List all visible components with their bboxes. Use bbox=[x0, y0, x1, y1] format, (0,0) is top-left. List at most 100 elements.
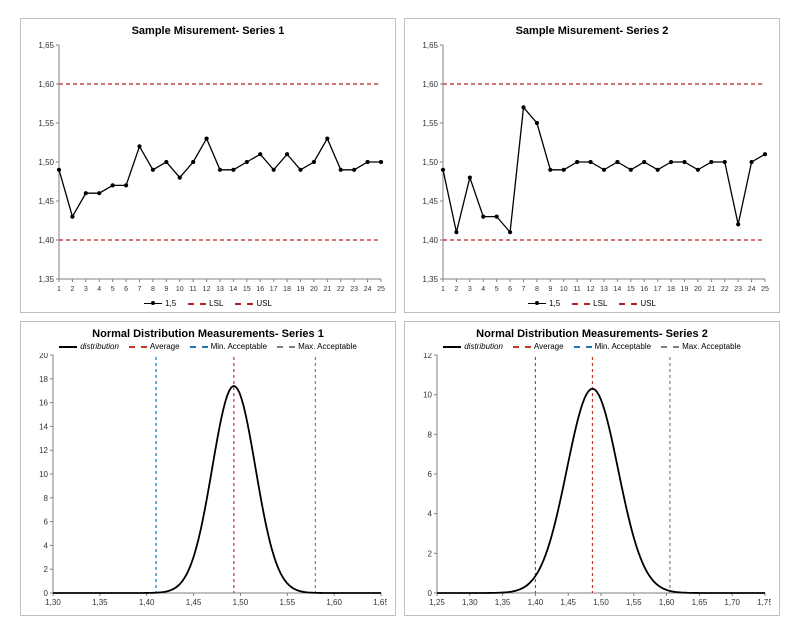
legend-swatch bbox=[513, 346, 531, 348]
legend-swatch bbox=[574, 346, 592, 348]
legend-swatch bbox=[619, 303, 637, 305]
svg-text:4: 4 bbox=[44, 541, 49, 550]
legend-s1: 1,5LSLUSL bbox=[29, 299, 387, 308]
svg-text:14: 14 bbox=[230, 286, 238, 293]
svg-text:16: 16 bbox=[256, 286, 264, 293]
svg-text:10: 10 bbox=[560, 286, 568, 293]
legend-swatch bbox=[235, 303, 253, 305]
svg-text:24: 24 bbox=[364, 286, 372, 293]
panel-series2-distribution: Normal Distribution Measurements- Series… bbox=[404, 321, 780, 616]
svg-text:0: 0 bbox=[44, 589, 49, 598]
legend-label: 1,5 bbox=[549, 299, 560, 308]
svg-text:1,40: 1,40 bbox=[139, 598, 155, 607]
svg-text:1,45: 1,45 bbox=[560, 598, 576, 607]
svg-text:25: 25 bbox=[761, 286, 769, 293]
legend-swatch bbox=[661, 346, 679, 348]
svg-text:1,35: 1,35 bbox=[495, 598, 511, 607]
svg-text:1,25: 1,25 bbox=[429, 598, 445, 607]
legend-label: Min. Acceptable bbox=[595, 342, 651, 351]
legend-swatch bbox=[443, 346, 461, 348]
svg-text:1,40: 1,40 bbox=[38, 236, 54, 245]
svg-text:1,45: 1,45 bbox=[38, 197, 54, 206]
svg-text:21: 21 bbox=[707, 286, 715, 293]
svg-text:1,55: 1,55 bbox=[422, 119, 438, 128]
panel-series1-samples: Sample Misurement- Series 1 1,351,401,45… bbox=[20, 18, 396, 313]
svg-text:19: 19 bbox=[681, 286, 689, 293]
svg-text:6: 6 bbox=[508, 286, 512, 293]
legend-item: Max. Acceptable bbox=[661, 342, 741, 351]
svg-text:3: 3 bbox=[84, 286, 88, 293]
svg-text:1: 1 bbox=[57, 286, 61, 293]
legend-swatch bbox=[528, 303, 546, 304]
svg-text:1,50: 1,50 bbox=[233, 598, 249, 607]
svg-text:2: 2 bbox=[454, 286, 458, 293]
svg-text:1,50: 1,50 bbox=[38, 158, 54, 167]
svg-text:5: 5 bbox=[495, 286, 499, 293]
svg-text:1,65: 1,65 bbox=[373, 598, 387, 607]
svg-text:7: 7 bbox=[522, 286, 526, 293]
panel-series1-distribution: Normal Distribution Measurements- Series… bbox=[20, 321, 396, 616]
legend-item: distribution bbox=[443, 342, 503, 351]
svg-text:4: 4 bbox=[97, 286, 101, 293]
svg-text:10: 10 bbox=[423, 391, 432, 400]
svg-text:15: 15 bbox=[627, 286, 635, 293]
chart-grid: Sample Misurement- Series 1 1,35 1,40 1,45… bbox=[0, 0, 800, 634]
svg-text:10: 10 bbox=[176, 286, 184, 293]
legend-swatch bbox=[144, 303, 162, 304]
chart-canvas-s2: 1,351,401,451,501,551,601,65123456789101… bbox=[413, 41, 771, 297]
svg-text:1,75: 1,75 bbox=[757, 598, 771, 607]
legend-item: 1,5 bbox=[144, 299, 176, 308]
legend-label: Max. Acceptable bbox=[682, 342, 741, 351]
svg-text:1,65: 1,65 bbox=[422, 41, 438, 50]
svg-text:23: 23 bbox=[734, 286, 742, 293]
svg-text:11: 11 bbox=[190, 286, 197, 293]
svg-text:0: 0 bbox=[428, 589, 433, 598]
svg-text:19: 19 bbox=[297, 286, 305, 293]
legend-label: distribution bbox=[464, 342, 503, 351]
svg-text:24: 24 bbox=[748, 286, 756, 293]
chart-title: Sample Misurement- Series 2 bbox=[413, 25, 771, 37]
svg-text:3: 3 bbox=[468, 286, 472, 293]
svg-text:18: 18 bbox=[283, 286, 291, 293]
svg-text:1,45: 1,45 bbox=[186, 598, 202, 607]
legend-item: USL bbox=[619, 299, 656, 308]
svg-text:2: 2 bbox=[428, 549, 433, 558]
legend-label: Average bbox=[534, 342, 564, 351]
chart-canvas-d2: 0246810121,251,301,351,401,451,501,551,6… bbox=[413, 353, 771, 611]
svg-text:9: 9 bbox=[164, 286, 168, 293]
svg-text:15: 15 bbox=[243, 286, 251, 293]
svg-text:5: 5 bbox=[111, 286, 115, 293]
svg-text:8: 8 bbox=[428, 430, 433, 439]
chart-title: Sample Misurement- Series 1 bbox=[29, 25, 387, 37]
svg-text:14: 14 bbox=[614, 286, 622, 293]
svg-text:2: 2 bbox=[44, 565, 49, 574]
legend-label: USL bbox=[640, 299, 656, 308]
svg-text:23: 23 bbox=[350, 286, 358, 293]
svg-text:12: 12 bbox=[587, 286, 595, 293]
svg-text:1,60: 1,60 bbox=[422, 80, 438, 89]
svg-text:8: 8 bbox=[151, 286, 155, 293]
legend-item: USL bbox=[235, 299, 272, 308]
chart-canvas-s1: 1,351,401,451,501,551,601,65123456789101… bbox=[29, 41, 387, 297]
svg-text:13: 13 bbox=[216, 286, 224, 293]
legend-swatch bbox=[277, 346, 295, 348]
svg-text:8: 8 bbox=[44, 494, 49, 503]
svg-text:16: 16 bbox=[640, 286, 648, 293]
svg-text:1,50: 1,50 bbox=[593, 598, 609, 607]
svg-text:1,70: 1,70 bbox=[724, 598, 740, 607]
legend-label: Average bbox=[150, 342, 180, 351]
svg-text:1,60: 1,60 bbox=[659, 598, 675, 607]
legend-s2: 1,5 LSL USL bbox=[413, 299, 771, 308]
svg-text:4: 4 bbox=[428, 510, 433, 519]
svg-text:1,30: 1,30 bbox=[462, 598, 478, 607]
legend-item: LSL bbox=[572, 299, 607, 308]
legend-item: 1,5 bbox=[528, 299, 560, 308]
svg-text:6: 6 bbox=[428, 470, 433, 479]
svg-text:6: 6 bbox=[124, 286, 128, 293]
legend-d2: distribution Average Min. Acceptable Max. A… bbox=[413, 342, 771, 351]
svg-text:17: 17 bbox=[654, 286, 662, 293]
svg-text:1,55: 1,55 bbox=[38, 119, 54, 128]
svg-text:10: 10 bbox=[39, 470, 48, 479]
legend-item: distribution bbox=[59, 342, 119, 351]
svg-text:6: 6 bbox=[44, 518, 49, 527]
